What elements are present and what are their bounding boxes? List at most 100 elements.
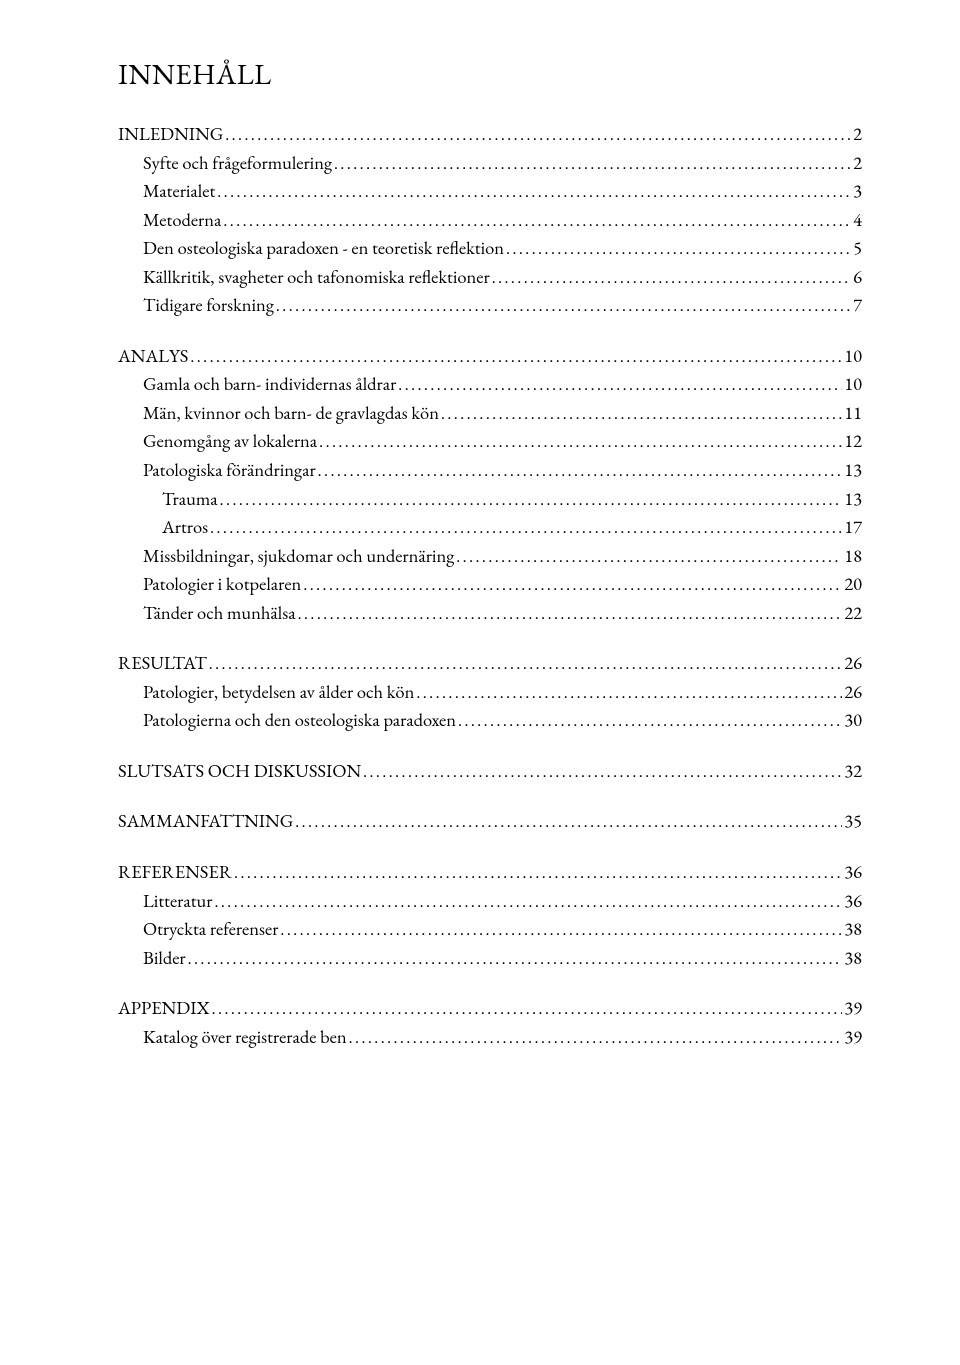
toc-entry: Metoderna 4	[143, 209, 862, 232]
toc-leader-dots	[220, 488, 843, 511]
toc-entry-page: 11	[844, 402, 862, 423]
toc-leader-dots	[225, 123, 851, 146]
toc-entry: APPENDIX 39	[118, 997, 862, 1020]
toc-entry: Katalog över registrerade ben 39	[143, 1026, 862, 1049]
toc-entry-label: Litteratur	[143, 890, 212, 911]
toc-entry: Otryckta referenser 38	[143, 918, 862, 941]
toc-entry: Genomgång av lokalerna 12	[143, 430, 862, 453]
toc-entry-label: RESULTAT	[118, 652, 207, 673]
toc-entry-label: Patologiska förändringar	[143, 459, 316, 480]
toc-entry-label: REFERENSER	[118, 861, 232, 882]
toc-entry: SLUTSATS OCH DISKUSSION 32	[118, 760, 862, 783]
toc-entry-page: 38	[844, 918, 862, 939]
toc-entry: Artros 17	[162, 516, 862, 539]
toc-leader-dots	[298, 602, 843, 625]
toc-entry-label: Tänder och munhälsa	[143, 602, 296, 623]
toc-entry-page: 6	[853, 266, 862, 287]
toc-leader-dots	[363, 760, 842, 783]
toc-entry-label: Tidigare forskning	[143, 294, 274, 315]
toc-leader-dots	[319, 430, 842, 453]
toc-entry-label: Bilder	[143, 947, 186, 968]
toc-entry-page: 36	[844, 890, 862, 911]
toc-leader-dots	[209, 652, 843, 675]
toc-entry-label: Genomgång av lokalerna	[143, 430, 317, 451]
toc-entry-page: 13	[844, 459, 862, 480]
toc-leader-dots	[416, 681, 842, 704]
toc-entry-page: 39	[844, 1026, 862, 1047]
toc-entry-label: Katalog över registrerade ben	[143, 1026, 347, 1047]
toc-entry-page: 7	[853, 294, 862, 315]
toc-leader-dots	[349, 1026, 843, 1049]
toc-leader-dots	[234, 861, 842, 884]
toc-entry-page: 18	[844, 545, 862, 566]
toc-leader-dots	[398, 373, 842, 396]
toc-entry: REFERENSER 36	[118, 861, 862, 884]
toc-entry-label: APPENDIX	[118, 997, 210, 1018]
toc-entry: Bilder38	[143, 947, 862, 970]
toc-entry-page: 39	[844, 997, 862, 1018]
toc-entry-label: Metoderna	[143, 209, 221, 230]
toc-entry-page: 2	[853, 152, 862, 173]
toc-entry: Missbildningar, sjukdomar och undernärin…	[143, 545, 862, 568]
toc-entry: INLEDNING 2	[118, 123, 862, 146]
toc-entry-label: Gamla och barn- individernas åldrar	[143, 373, 396, 394]
toc-entry-label: Materialet	[143, 180, 215, 201]
toc-entry-label: Syfte och frågeformulering	[143, 152, 332, 173]
toc-leader-dots	[276, 294, 851, 317]
toc-entry: Patologier, betydelsen av ålder och kön2…	[143, 681, 862, 704]
toc-leader-dots	[212, 997, 843, 1020]
toc-entry: Källkritik, svagheter och tafonomiska re…	[143, 266, 862, 289]
toc-entry-label: Män, kvinnor och barn- de gravlagdas kön	[143, 402, 439, 423]
toc-leader-dots	[441, 402, 842, 425]
toc-entry-page: 2	[853, 123, 862, 144]
toc-entry-label: Trauma	[162, 488, 218, 509]
toc-leader-dots	[223, 209, 851, 232]
toc-entry: Patologiska förändringar 13	[143, 459, 862, 482]
toc-leader-dots	[492, 266, 851, 289]
toc-entry: Patologier i kotpelaren20	[143, 573, 862, 596]
toc-entry-label: Källkritik, svagheter och tafonomiska re…	[143, 266, 490, 287]
toc-entry-page: 32	[844, 760, 862, 781]
toc-entry: ANALYS 10	[118, 345, 862, 368]
toc-leader-dots	[334, 152, 851, 175]
toc-leader-dots	[214, 890, 842, 913]
toc-entry: Tänder och munhälsa 22	[143, 602, 862, 625]
toc-entry: Syfte och frågeformulering 2	[143, 152, 862, 175]
toc-leader-dots	[456, 545, 842, 568]
toc-entry: Gamla och barn- individernas åldrar10	[143, 373, 862, 396]
toc-leader-dots	[295, 810, 842, 833]
toc-entry-label: Den osteologiska paradoxen - en teoretis…	[143, 237, 504, 258]
toc-entry-label: Artros	[162, 516, 208, 537]
toc-entry-page: 17	[844, 516, 862, 537]
toc-entry-page: 22	[844, 602, 862, 623]
toc-leader-dots	[458, 709, 842, 732]
toc-entry: Litteratur 36	[143, 890, 862, 913]
toc-leader-dots	[280, 918, 842, 941]
toc-entry-page: 26	[844, 681, 862, 702]
toc-entry-label: INLEDNING	[118, 123, 223, 144]
toc-entry-page: 36	[844, 861, 862, 882]
toc-leader-dots	[303, 573, 842, 596]
toc-entry: SAMMANFATTNING 35	[118, 810, 862, 833]
toc-leader-dots	[506, 237, 851, 260]
toc-leader-dots	[318, 459, 843, 482]
toc-entry-label: SAMMANFATTNING	[118, 810, 293, 831]
page-title: INNEHÅLL	[118, 55, 862, 93]
toc-entry-page: 12	[844, 430, 862, 451]
toc-entry-page: 20	[844, 573, 862, 594]
toc-entry-page: 35	[844, 810, 862, 831]
toc-entry-page: 5	[853, 237, 862, 258]
toc-entry-label: SLUTSATS OCH DISKUSSION	[118, 760, 361, 781]
toc-leader-dots	[188, 947, 843, 970]
toc-entry-page: 26	[844, 652, 862, 673]
toc-entry: Materialet3	[143, 180, 862, 203]
toc-entry: Tidigare forskning 7	[143, 294, 862, 317]
toc-entry-page: 10	[844, 345, 862, 366]
toc-entry-label: Otryckta referenser	[143, 918, 278, 939]
toc-entry-label: ANALYS	[118, 345, 188, 366]
toc-entry-label: Patologierna och den osteologiska parado…	[143, 709, 456, 730]
toc-leader-dots	[217, 180, 851, 203]
toc-entry-page: 4	[853, 209, 862, 230]
toc-entry-page: 13	[844, 488, 862, 509]
toc-entry: Män, kvinnor och barn- de gravlagdas kön…	[143, 402, 862, 425]
